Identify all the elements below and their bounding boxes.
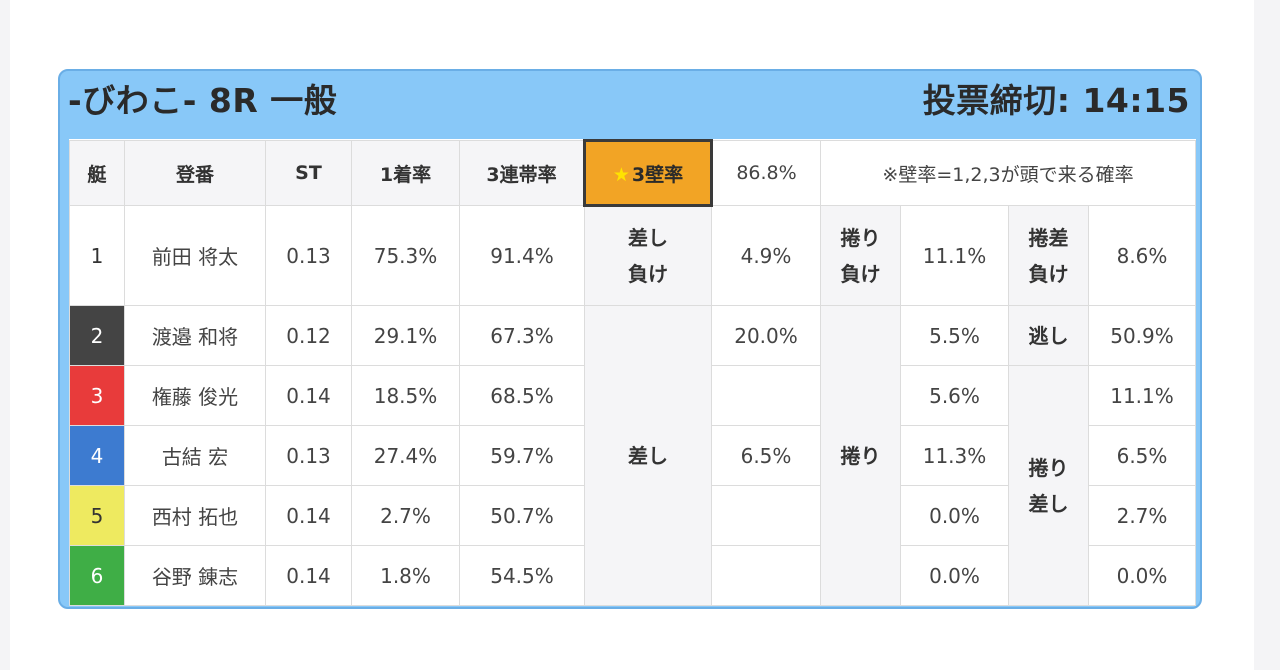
sashi-value [711,545,821,606]
wall-rate-note: ※壁率=1,2,3が頭で来る確率 [820,140,1196,206]
racer-st: 0.12 [265,305,352,366]
sashi-value [711,485,821,546]
makuri-make-value: 11.1% [900,205,1009,306]
racer-top3-rate: 68.5% [459,365,585,426]
racer-st: 0.14 [265,365,352,426]
lane-number: 5 [69,485,125,546]
racer-first-rate: 1.8% [351,545,460,606]
racer-first-rate: 2.7% [351,485,460,546]
table-row: 1 前田 将太 0.13 75.3% 91.4% 差し 負け 4.9% 捲り 負け … [69,205,1196,306]
racer-st: 0.13 [265,425,352,486]
racer-st: 0.13 [265,205,352,306]
makuri-value: 5.5% [900,305,1009,366]
sashi-value [711,365,821,426]
voting-deadline: 投票締切: 14:15 [922,81,1190,120]
table-row: 5 西村 拓也 0.14 2.7% 50.7% 0.0% 2.7% [69,485,1196,546]
nige-label: 逃し [1008,305,1089,366]
makurizashi-value: 11.1% [1088,365,1196,426]
makurizashi-value: 6.5% [1088,425,1196,486]
racer-st: 0.14 [265,485,352,546]
lane-number: 2 [69,305,125,366]
lane-number: 3 [69,365,125,426]
sashi-label: 差し [584,305,712,606]
makurizashi-value: 0.0% [1088,545,1196,606]
racer-top3-rate: 91.4% [459,205,585,306]
racer-top3-rate: 59.7% [459,425,585,486]
col-top3-rate: 3連帯率 [459,140,585,206]
racer-name: 谷野 錬志 [124,545,266,606]
table-row: 6 谷野 錬志 0.14 1.8% 54.5% 0.0% 0.0% [69,545,1196,606]
race-panel: -びわこ- 8R 一般 投票締切: 14:15 艇 登番 ST 1着率 3連帯率… [58,69,1202,609]
sashi-value: 20.0% [711,305,821,366]
racer-first-rate: 29.1% [351,305,460,366]
makuri-value: 11.3% [900,425,1009,486]
makuri-value: 0.0% [900,485,1009,546]
table-row: 3 権藤 俊光 0.14 18.5% 68.5% 5.6% 捲り 差し 11.1% [69,365,1196,606]
racer-top3-rate: 50.7% [459,485,585,546]
makurizashi-make-label: 捲差 負け [1008,205,1089,306]
lane-number: 1 [69,205,125,306]
sashi-make-value: 4.9% [711,205,821,306]
racer-first-rate: 75.3% [351,205,460,306]
page-margin-right [1254,0,1280,670]
racer-first-rate: 18.5% [351,365,460,426]
lane-number: 6 [69,545,125,606]
nige-value: 50.9% [1088,305,1196,366]
col-lane: 艇 [69,140,125,206]
race-title: -びわこ- 8R 一般 [68,81,338,120]
racer-name: 前田 将太 [124,205,266,306]
lane-number: 4 [69,425,125,486]
racer-name: 渡邉 和将 [124,305,266,366]
col-reg: 登番 [124,140,266,206]
wall-rate-header: ★ 3壁率 [583,139,713,207]
page-margin-left [0,0,10,670]
col-first-rate: 1着率 [351,140,460,206]
racer-name: 権藤 俊光 [124,365,266,426]
race-stats-table: 艇 登番 ST 1着率 3連帯率 ★ 3壁率 86.8% ※壁率=1,2,3が頭で… [69,139,1196,606]
racer-first-rate: 27.4% [351,425,460,486]
makurizashi-label: 捲り 差し [1008,365,1089,606]
makuri-value: 0.0% [900,545,1009,606]
table-row: 4 古結 宏 0.13 27.4% 59.7% 6.5% 11.3% 6.5% [69,425,1196,486]
wall-rate-value: 86.8% [711,140,821,206]
makuri-value: 5.6% [900,365,1009,426]
sashi-value: 6.5% [711,425,821,486]
wall-rate-label: 3壁率 [631,163,684,186]
makuri-make-label: 捲り 負け [820,205,901,306]
col-st: ST [265,140,352,206]
star-icon: ★ [612,163,630,186]
makurizashi-value: 2.7% [1088,485,1196,546]
makurizashi-make-value: 8.6% [1088,205,1196,306]
racer-top3-rate: 54.5% [459,545,585,606]
racer-top3-rate: 67.3% [459,305,585,366]
racer-name: 西村 拓也 [124,485,266,546]
sashi-make-label: 差し 負け [584,205,712,306]
table-row: 2 渡邉 和将 0.12 29.1% 67.3% 差し 20.0% 捲り 5.5… [69,305,1196,606]
racer-name: 古結 宏 [124,425,266,486]
racer-st: 0.14 [265,545,352,606]
header-row: 艇 登番 ST 1着率 3連帯率 ★ 3壁率 86.8% ※壁率=1,2,3が頭で… [69,139,1196,207]
makuri-label: 捲り [820,305,901,606]
